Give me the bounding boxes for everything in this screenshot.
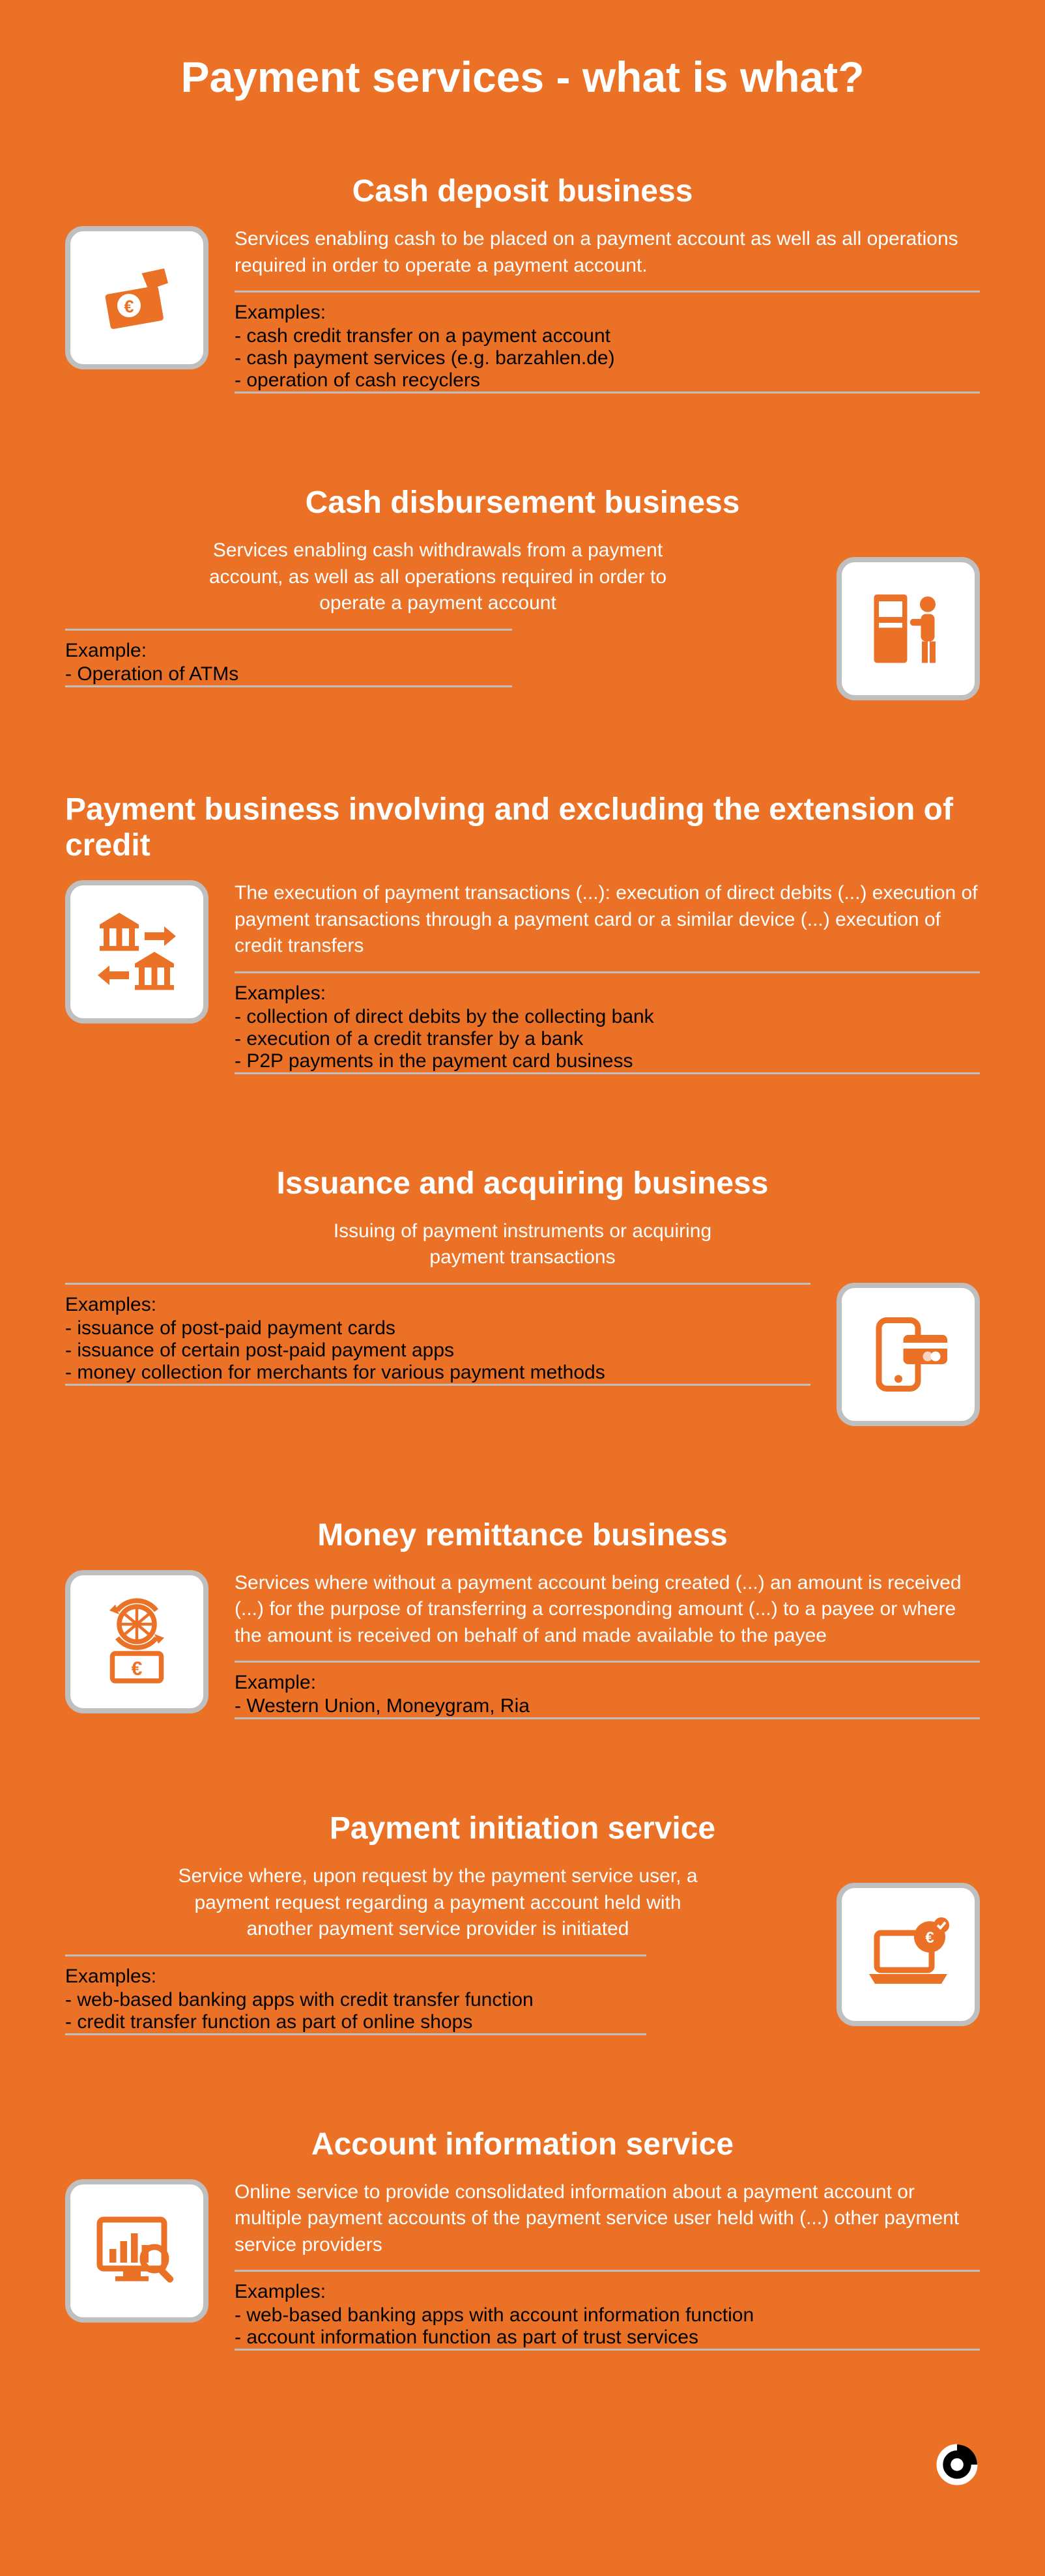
divider xyxy=(235,1072,980,1074)
section-cash-disbursement: Cash disbursement business Services enab… xyxy=(65,485,980,700)
example-item: credit transfer function as part of onli… xyxy=(65,2011,810,2033)
examples-label: Examples: xyxy=(65,1294,810,1316)
section-title: Account information service xyxy=(65,2126,980,2162)
examples-list: Operation of ATMs xyxy=(65,663,810,685)
example-item: web-based banking apps with credit trans… xyxy=(65,1989,810,2011)
svg-text:€: € xyxy=(124,297,134,317)
example-item: issuance of certain post-paid payment ap… xyxy=(65,1339,810,1362)
remittance-icon: € xyxy=(65,1570,208,1713)
example-item: P2P payments in the payment card busines… xyxy=(235,1050,980,1072)
section-payment-initiation: Payment initiation service Service where… xyxy=(65,1810,980,2035)
laptop-payment-icon: € xyxy=(837,1883,980,2026)
section-money-remittance: Money remittance business € Services whe… xyxy=(65,1517,980,1720)
section-desc: Service where, upon request by the payme… xyxy=(164,1863,711,1943)
section-title: Payment initiation service xyxy=(65,1810,980,1846)
section-desc: Services enabling cash to be placed on a… xyxy=(235,226,980,279)
example-item: Western Union, Moneygram, Ria xyxy=(235,1695,980,1717)
page-title: Payment services - what is what? xyxy=(65,52,980,102)
examples-label: Example: xyxy=(235,1672,980,1694)
svg-text:€: € xyxy=(132,1658,143,1680)
bank-transfer-icon xyxy=(65,880,208,1023)
divider xyxy=(235,1661,980,1663)
examples-label: Examples: xyxy=(235,982,980,1005)
example-item: cash credit transfer on a payment accoun… xyxy=(235,325,980,347)
divider xyxy=(65,1384,810,1386)
examples-list: Western Union, Moneygram, Ria xyxy=(235,1695,980,1717)
divider xyxy=(235,2270,980,2272)
example-item: execution of a credit transfer by a bank xyxy=(235,1028,980,1050)
section-cash-deposit: Cash deposit business € Services enablin… xyxy=(65,173,980,394)
section-title: Cash disbursement business xyxy=(65,485,980,521)
divider xyxy=(235,392,980,394)
section-desc: Services enabling cash withdrawals from … xyxy=(203,537,672,617)
examples-list: web-based banking apps with credit trans… xyxy=(65,1989,810,2033)
section-title: Payment business involving and excluding… xyxy=(65,792,980,863)
examples-label: Example: xyxy=(65,640,810,662)
section-desc: Issuing of payment instruments or acquir… xyxy=(314,1218,731,1271)
divider xyxy=(65,2033,646,2035)
phone-card-icon xyxy=(837,1283,980,1426)
examples-label: Examples: xyxy=(65,1966,810,1988)
svg-text:€: € xyxy=(925,1929,934,1947)
examples-list: issuance of post-paid payment cards issu… xyxy=(65,1317,810,1384)
divider xyxy=(65,685,512,687)
examples-list: collection of direct debits by the colle… xyxy=(235,1006,980,1072)
cash-deposit-icon: € xyxy=(65,226,208,369)
section-account-information: Account information service Online servi… xyxy=(65,2126,980,2351)
example-item: cash payment services (e.g. barzahlen.de… xyxy=(235,347,980,369)
divider xyxy=(235,2349,980,2351)
section-issuance-acquiring: Issuance and acquiring business Issuing … xyxy=(65,1166,980,1426)
divider xyxy=(235,971,980,973)
section-desc: Services where without a payment account… xyxy=(235,1570,980,1650)
examples-list: web-based banking apps with account info… xyxy=(235,2304,980,2349)
section-payment-business: Payment business involving and excluding… xyxy=(65,792,980,1074)
divider xyxy=(65,1954,646,1956)
atm-icon xyxy=(837,557,980,700)
examples-label: Examples: xyxy=(235,302,980,324)
section-title: Issuance and acquiring business xyxy=(65,1166,980,1201)
example-item: money collection for merchants for vario… xyxy=(65,1362,810,1384)
account-info-icon xyxy=(65,2179,208,2323)
examples-list: cash credit transfer on a payment accoun… xyxy=(235,325,980,392)
example-item: account information function as part of … xyxy=(235,2326,980,2349)
example-item: operation of cash recyclers xyxy=(235,369,980,392)
example-item: issuance of post-paid payment cards xyxy=(65,1317,810,1339)
section-title: Money remittance business xyxy=(65,1517,980,1553)
divider xyxy=(235,291,980,293)
section-title: Cash deposit business xyxy=(65,173,980,209)
examples-label: Examples: xyxy=(235,2281,980,2303)
example-item: Operation of ATMs xyxy=(65,663,810,685)
example-item: collection of direct debits by the colle… xyxy=(235,1006,980,1028)
divider xyxy=(235,1717,980,1719)
section-desc: The execution of payment transactions (.… xyxy=(235,880,980,960)
footer-logo xyxy=(65,2442,980,2487)
example-item: web-based banking apps with account info… xyxy=(235,2304,980,2326)
section-desc: Online service to provide consolidated i… xyxy=(235,2179,980,2259)
divider xyxy=(65,1283,810,1285)
divider xyxy=(65,629,512,631)
